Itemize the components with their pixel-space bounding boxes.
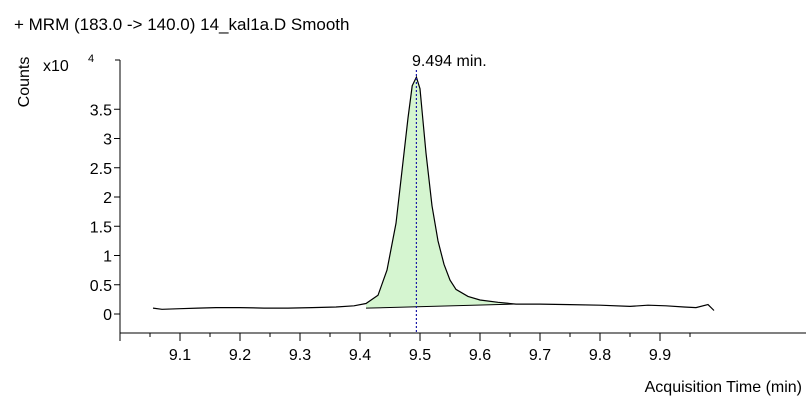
y-tick-label: 2 [103, 190, 112, 207]
y-tick-label: 0 [103, 307, 112, 324]
x-tick-label: 9.1 [169, 347, 191, 364]
x-tick-label: 9.4 [349, 347, 371, 364]
plot-area: 0 0.5 1 1.5 2 2.5 3 3.5 9.1 9.2 9.3 9.4 9.5 9.6 9.7 9.8… [90, 59, 806, 364]
x-tick-label: 9.8 [589, 347, 611, 364]
y-tick-label: 3.5 [90, 102, 112, 119]
x-tick-label: 9.9 [649, 347, 671, 364]
y-tick-label: 2.5 [90, 161, 112, 178]
x-tick-label: 9.7 [529, 347, 551, 364]
y-axis-label-group: Counts [16, 57, 33, 108]
y-tick-label: 1.5 [90, 219, 112, 236]
chart-title: + MRM (183.0 -> 140.0) 14_kal1a.D Smooth [14, 15, 349, 34]
x-tick-label: 9.3 [289, 347, 311, 364]
peak-apex-annotation: 9.494 min. [412, 53, 487, 70]
x-tick-label: 9.6 [469, 347, 491, 364]
x-axis-label: Acquisition Time (min) [645, 379, 802, 396]
y-tick-label: 0.5 [90, 278, 112, 295]
y-multiplier-exponent: 4 [88, 53, 94, 65]
y-tick-label: 3 [103, 132, 112, 149]
x-tick-label: 9.5 [409, 347, 431, 364]
signal-trace [152, 75, 715, 311]
y-tick-label: 1 [103, 249, 112, 266]
integration-baseline [365, 303, 517, 309]
peak-fill-area [366, 77, 516, 309]
x-tick-label: 9.2 [229, 347, 251, 364]
y-axis-label: Counts [16, 57, 33, 108]
y-multiplier: x10 [43, 58, 69, 75]
